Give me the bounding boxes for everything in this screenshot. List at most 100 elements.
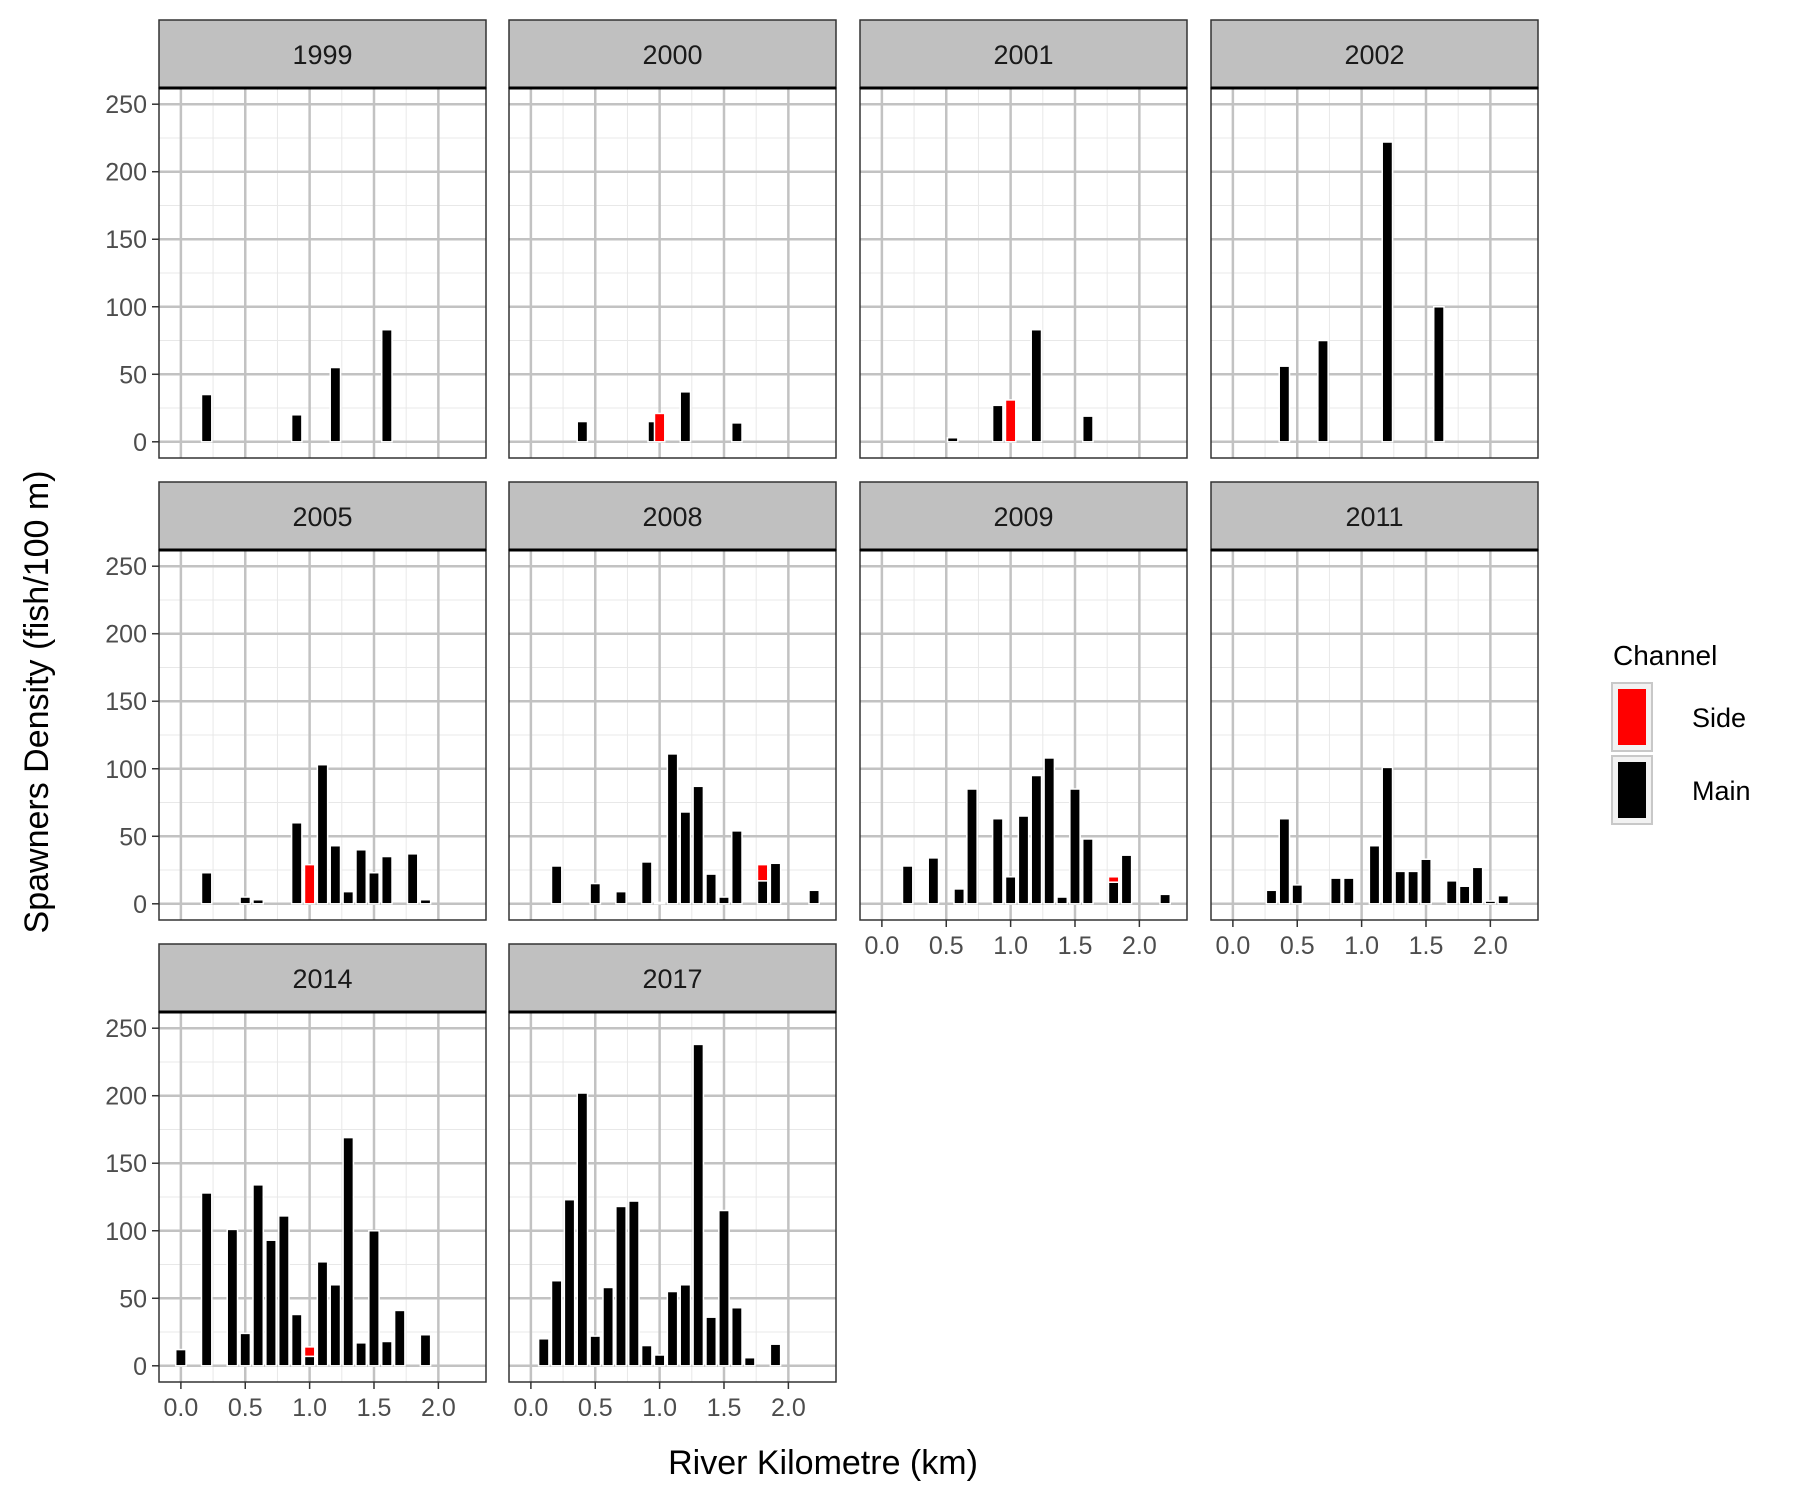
bar-main [380, 1340, 393, 1367]
bar-main [550, 1279, 563, 1367]
bar-main [1081, 838, 1094, 905]
facet-strip [508, 19, 837, 89]
bar-main [342, 1136, 355, 1367]
x-tick-label: 1.5 [1058, 932, 1093, 960]
facet-panel-2001: 2001 [859, 19, 1188, 459]
bar-main [679, 811, 692, 905]
bar-main [1317, 339, 1329, 443]
bar-main [692, 1043, 705, 1367]
legend-swatch-main [1618, 762, 1646, 818]
bar-main [550, 865, 563, 905]
facet-strip-label: 1999 [292, 40, 352, 70]
facet-panel-2009: 2009 0.0 0.5 1.0 1.5 2.0 [859, 481, 1188, 960]
bar-main [1043, 757, 1056, 905]
bar-side [1004, 399, 1017, 443]
bar-main [1420, 858, 1432, 905]
bar-main [368, 871, 380, 905]
bar-main [355, 849, 368, 905]
bar-main [1004, 876, 1017, 905]
bar-main [277, 1215, 290, 1367]
bar-main [991, 817, 1004, 905]
facet-panel-1999: 1999 0 50 100 150 200 250 [105, 19, 487, 459]
bar-main [927, 857, 940, 905]
bar-main [1368, 844, 1381, 905]
bar-main [419, 898, 432, 905]
facet-panel-2011: 2011 0.0 0.5 1.0 1.5 2.0 [1210, 481, 1539, 960]
bar-main [730, 422, 743, 443]
bar-main [329, 1284, 342, 1367]
y-tick-label: 200 [105, 621, 147, 649]
facet-strip [508, 943, 837, 1013]
y-tick-label: 0 [133, 429, 147, 457]
bar-main [1030, 774, 1043, 905]
bar-main [200, 1192, 213, 1367]
facet-panel-2014: 2014 0 50 100 150 200 250 0.0 0.5 1.0 1.5 2.0 [105, 943, 487, 1422]
bar-main [1471, 866, 1484, 905]
x-axis-title: River Kilometre (km) [668, 1444, 978, 1482]
bar-main [730, 830, 743, 905]
bar-main [602, 1286, 615, 1367]
facet-strip-label: 2017 [642, 964, 702, 994]
bar-main [200, 393, 213, 443]
bar-main [1291, 884, 1304, 905]
bar-main [640, 1344, 653, 1367]
bar-main [265, 1239, 277, 1367]
bar-main [1120, 854, 1133, 905]
bar-main [342, 890, 355, 905]
bar-main [808, 889, 821, 905]
bar-main [1278, 817, 1291, 905]
bar-main [966, 788, 978, 905]
bar-main [576, 420, 589, 443]
x-tick-label: 1.0 [1344, 932, 1379, 960]
bar-main [329, 844, 342, 905]
bar-main [1265, 889, 1278, 905]
facet-strip-label: 2008 [642, 502, 702, 532]
facet-strip-label: 2001 [993, 40, 1053, 70]
y-tick-label: 0 [133, 1353, 147, 1381]
y-axis-title: Spawners Density (fish/100 m) [18, 471, 56, 934]
bar-main [1017, 815, 1030, 905]
bar-main [1432, 306, 1445, 443]
x-tick-label: 0.5 [1280, 932, 1315, 960]
facet-strip-label: 2011 [1345, 502, 1403, 532]
bar-main [368, 1230, 380, 1367]
facet-strip [158, 943, 487, 1013]
y-tick-label: 250 [105, 91, 147, 119]
y-tick-label: 250 [105, 553, 147, 581]
bar-side [303, 863, 316, 905]
facet-strip-label: 2002 [1344, 40, 1404, 70]
bar-main [901, 865, 914, 905]
y-tick-label: 0 [133, 891, 147, 919]
bar-main [1381, 141, 1394, 443]
facet-strip-label: 2005 [292, 502, 352, 532]
bar-main [705, 873, 718, 905]
x-tick-label: 1.0 [993, 932, 1028, 960]
bar-main [730, 1306, 743, 1367]
bar-main [380, 328, 393, 443]
bar-main [640, 861, 653, 905]
bar-main [1069, 788, 1081, 905]
bar-main [666, 753, 679, 905]
bar-main [380, 855, 393, 905]
facet-panel-2002: 2002 [1210, 19, 1539, 459]
bar-main [419, 1333, 432, 1367]
bar-main [252, 1184, 265, 1367]
facet-strip [158, 19, 487, 89]
x-tick-label: 2.0 [1122, 932, 1157, 960]
y-tick-label: 50 [119, 823, 147, 851]
bar-main [355, 1342, 368, 1367]
bar-main [226, 1228, 239, 1367]
bar-main [615, 1205, 627, 1367]
bar-main [666, 1290, 679, 1367]
bar-main [1342, 877, 1355, 905]
x-tick-label: 1.5 [1409, 932, 1444, 960]
bar-main [653, 1354, 666, 1367]
bar-side [1107, 876, 1120, 883]
x-tick-label: 0.5 [578, 1394, 613, 1422]
y-tick-label: 50 [119, 361, 147, 389]
x-tick-label: 0.0 [865, 932, 900, 960]
facet-panel-2017: 2017 0.0 0.5 1.0 1.5 2.0 [508, 943, 837, 1422]
bar-main [743, 1356, 756, 1367]
bar-main [239, 896, 252, 905]
x-tick-label: 2.0 [771, 1394, 806, 1422]
